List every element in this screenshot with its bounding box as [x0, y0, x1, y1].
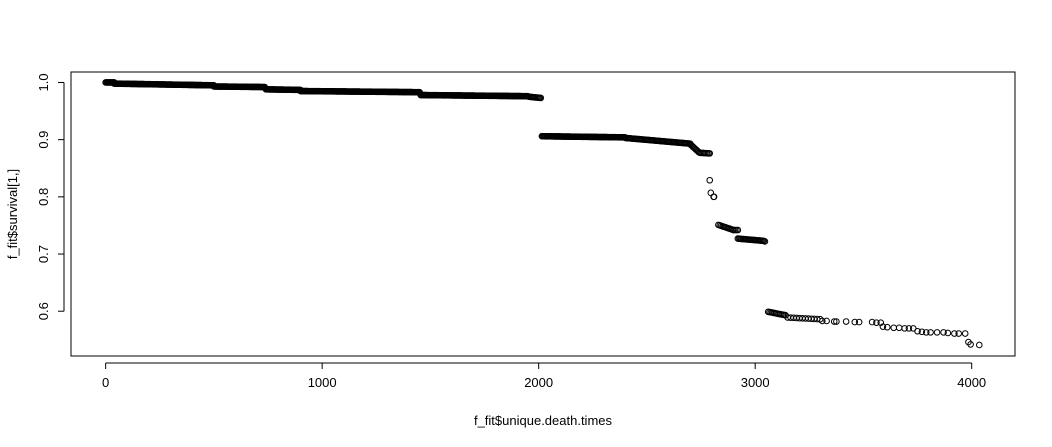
x-tick-label: 3000	[741, 375, 770, 390]
y-tick-label: 0.6	[36, 302, 51, 320]
data-point	[967, 341, 974, 348]
data-point	[961, 330, 969, 337]
plot-frame	[70, 71, 1016, 357]
data-point	[873, 319, 880, 326]
data-point	[868, 318, 876, 326]
data-point	[537, 94, 545, 102]
x-tick-label: 0	[102, 375, 109, 390]
data-point	[851, 318, 859, 326]
data-point	[706, 176, 714, 184]
data-point	[895, 324, 903, 332]
y-tick-label: 0.7	[36, 245, 51, 263]
data-point	[955, 330, 963, 337]
data-point	[710, 193, 717, 201]
data-point	[890, 324, 898, 332]
y-tick-label: 0.8	[36, 188, 51, 206]
y-tick-label: 1.0	[36, 73, 51, 91]
data-point	[905, 325, 913, 332]
data-point	[901, 325, 908, 332]
data-point	[705, 150, 712, 157]
data-point	[842, 318, 850, 325]
data-point	[879, 323, 887, 330]
data-point	[914, 327, 921, 335]
y-axis-label: f_fit$survival[1,]	[5, 169, 20, 259]
data-point	[823, 317, 830, 325]
data-point	[819, 317, 826, 325]
data-points	[102, 79, 983, 349]
y-axis: 0.6 0.7 0.8 0.9 1.0	[36, 73, 65, 320]
data-point	[975, 341, 983, 349]
data-point	[927, 329, 934, 336]
data-point	[761, 238, 769, 245]
data-point	[830, 318, 838, 325]
x-axis: 0 1000 2000 3000 4000	[102, 362, 986, 390]
data-point	[944, 329, 952, 337]
data-point	[940, 329, 947, 336]
y-tick-label: 0.9	[36, 131, 51, 149]
x-tick-label: 2000	[524, 375, 553, 390]
x-tick-label: 4000	[957, 375, 986, 390]
data-point	[918, 328, 926, 336]
data-point	[951, 330, 958, 337]
data-point	[922, 329, 930, 336]
data-point	[933, 329, 941, 336]
data-point	[883, 323, 891, 331]
x-tick-label: 1000	[308, 375, 337, 390]
data-point	[833, 318, 840, 325]
data-point	[855, 318, 863, 326]
data-point	[734, 226, 742, 234]
x-axis-label: f_fit$unique.death.times	[474, 413, 613, 428]
